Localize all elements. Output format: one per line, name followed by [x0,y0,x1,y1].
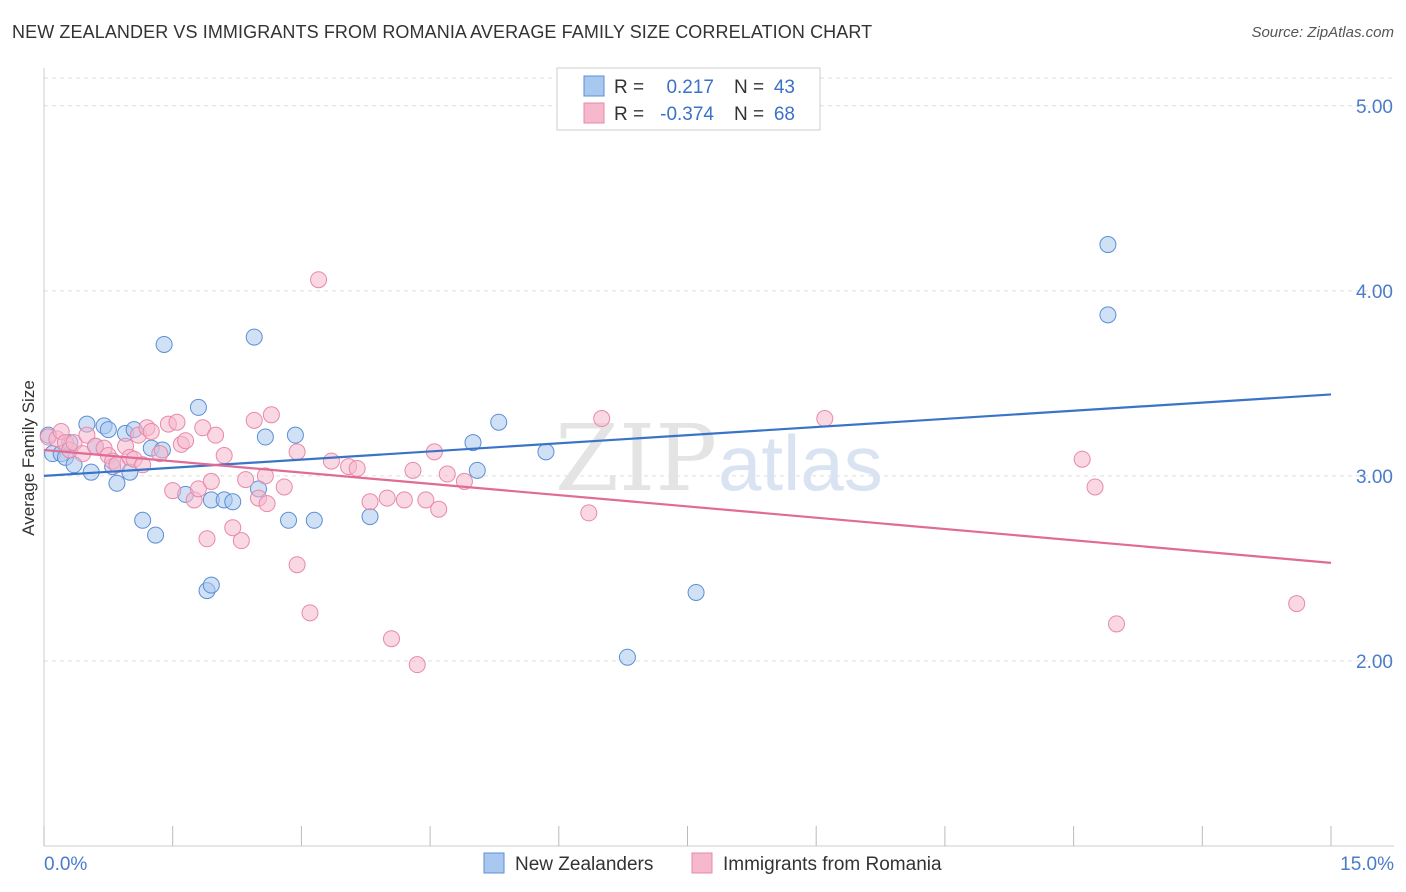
series-legend-swatch-pink [691,852,713,874]
point-immigrants-romania [361,493,379,511]
point-new-zealanders [189,398,207,416]
point-immigrants-romania [395,491,413,509]
point-immigrants-romania [288,443,306,461]
y-tick-label: 4.00 [1356,282,1393,303]
x-tick-label-max: 15.0% [1340,854,1394,875]
point-new-zealanders [155,335,173,353]
trend-line-immigrants-romania [43,448,1332,564]
point-immigrants-romania [1288,595,1306,613]
point-immigrants-romania [275,478,293,496]
point-immigrants-romania [198,530,216,548]
legend-r-label-blue: R = [614,77,644,98]
legend-n-label-pink: N = [734,104,764,125]
point-immigrants-romania [207,426,225,444]
stats-legend: R = 0.217 N = 43 R = -0.374 N = 68 [556,67,821,131]
point-immigrants-romania [301,604,319,622]
point-immigrants-romania [580,504,598,522]
point-new-zealanders [202,576,220,594]
point-new-zealanders [280,511,298,529]
point-new-zealanders [99,421,117,439]
points-layer [39,236,1306,674]
point-new-zealanders [687,583,705,601]
point-immigrants-romania [1073,450,1091,468]
point-immigrants-romania [164,482,182,500]
point-new-zealanders [537,443,555,461]
watermark: ZIP atlas [555,405,883,512]
point-immigrants-romania [1086,478,1104,496]
point-immigrants-romania [224,519,242,537]
series-legend-label-blue: New Zealanders [515,854,653,875]
point-immigrants-romania [430,500,448,518]
point-immigrants-romania [404,461,422,479]
point-new-zealanders [464,434,482,452]
point-immigrants-romania [322,452,340,470]
legend-n-label-blue: N = [734,77,764,98]
point-new-zealanders [1099,236,1117,254]
point-new-zealanders [224,493,242,511]
point-immigrants-romania [258,495,276,513]
point-immigrants-romania [378,489,396,507]
legend-r-value-pink: -0.374 [660,104,714,125]
watermark-zip: ZIP [555,405,717,512]
watermark-atlas: atlas [718,419,883,507]
point-immigrants-romania [593,410,611,428]
trend-layer [43,393,1332,564]
x-ticks [43,826,1332,846]
point-immigrants-romania [237,471,255,489]
series-legend-swatch-blue [483,852,505,874]
point-new-zealanders [305,511,323,529]
point-immigrants-romania [310,271,328,289]
point-immigrants-romania [194,419,212,437]
point-immigrants-romania [288,556,306,574]
point-immigrants-romania [245,411,263,429]
series-legend-label-pink: Immigrants from Romania [723,854,942,875]
point-new-zealanders [245,328,263,346]
point-immigrants-romania [168,413,186,431]
legend-swatch-blue [583,75,605,97]
point-new-zealanders [134,511,152,529]
y-axis-title: Average Family Size [19,380,38,536]
point-new-zealanders [490,413,508,431]
point-immigrants-romania [256,467,274,485]
point-new-zealanders [108,474,126,492]
point-immigrants-romania [215,447,233,465]
point-new-zealanders [468,461,486,479]
point-immigrants-romania [232,532,250,550]
y-tick-label: 3.00 [1356,467,1393,488]
legend-swatch-pink [583,102,605,124]
legend-n-value-blue: 43 [774,77,795,98]
legend-r-value-blue: 0.217 [666,77,714,98]
y-tick-labels: 2.00 3.00 4.00 5.00 [1356,97,1393,673]
point-immigrants-romania [151,445,169,463]
point-immigrants-romania [202,472,220,490]
x-tick-label-min: 0.0% [44,854,87,875]
point-new-zealanders [286,426,304,444]
source-label: Source: ZipAtlas.com [1251,24,1394,41]
grid-layer [44,77,1394,662]
trend-line-new-zealanders [43,393,1332,477]
chart-title: NEW ZEALANDER VS IMMIGRANTS FROM ROMANIA… [12,22,873,42]
series-legend: New Zealanders Immigrants from Romania [483,852,942,875]
point-new-zealanders [361,508,379,526]
point-immigrants-romania [348,459,366,477]
point-immigrants-romania [382,630,400,648]
point-new-zealanders [147,526,165,544]
point-new-zealanders [256,428,274,446]
legend-r-label-pink: R = [614,104,644,125]
point-new-zealanders [618,648,636,666]
point-immigrants-romania [177,432,195,450]
y-tick-label: 5.00 [1356,97,1393,118]
point-immigrants-romania [417,491,435,509]
point-immigrants-romania [408,656,426,674]
y-tick-label: 2.00 [1356,652,1393,673]
point-immigrants-romania [816,410,834,428]
point-immigrants-romania [142,422,160,440]
point-immigrants-romania [1108,615,1125,633]
point-immigrants-romania [438,465,456,483]
point-immigrants-romania [189,480,207,498]
legend-n-value-pink: 68 [774,104,795,125]
point-immigrants-romania [262,406,280,424]
point-new-zealanders [1099,306,1117,324]
